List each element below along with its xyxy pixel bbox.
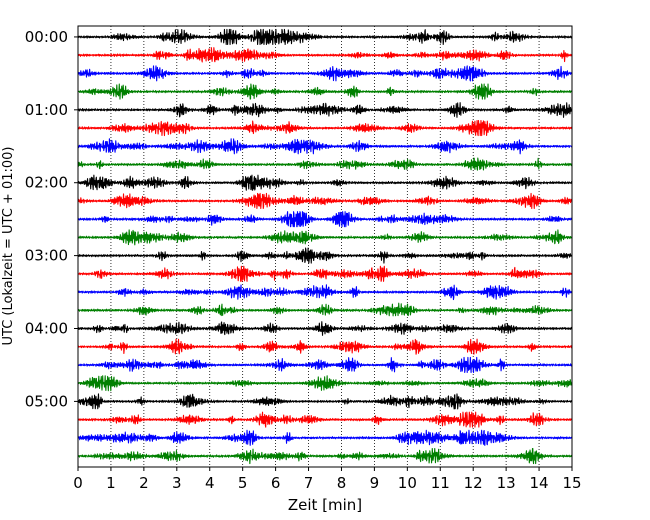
x-tick-label: 9 [370, 474, 380, 492]
seismogram-trace [78, 83, 572, 100]
seismogram-trace [78, 47, 572, 63]
plot-frame [77, 25, 573, 468]
seismogram-trace [78, 28, 572, 45]
seismogram-trace [78, 65, 572, 82]
seismogram-trace [78, 411, 572, 428]
seismogram-trace [78, 229, 572, 246]
y-axis-label: UTC (Lokalzeit = UTC + 01:00) [1, 147, 16, 346]
seismogram-trace [78, 321, 572, 336]
x-tick-label: 3 [172, 474, 182, 492]
seismogram-trace [78, 102, 572, 118]
x-tick-label: 13 [497, 474, 516, 492]
y-tick-label: 00:00 [25, 28, 68, 46]
trace-group [78, 28, 572, 465]
y-tick-label: 03:00 [25, 247, 68, 265]
x-tick-label: 0 [73, 474, 83, 492]
y-axis: 00:00 01:00 02:00 03:00 04:00 05:00 [25, 28, 78, 410]
x-tick-label: 8 [337, 474, 347, 492]
x-tick-label: 11 [431, 474, 450, 492]
seismogram-trace [78, 120, 572, 137]
seismogram-trace [78, 356, 572, 373]
x-tick-label: 7 [304, 474, 314, 492]
x-tick-label: 1 [106, 474, 116, 492]
seismogram-trace [78, 338, 572, 355]
seismogram-trace [78, 302, 572, 317]
seismogram-trace [78, 192, 572, 209]
x-tick-label: 6 [271, 474, 281, 492]
x-tick-label: 5 [238, 474, 248, 492]
x-tick-label: 10 [398, 474, 417, 492]
x-tick-label: 12 [464, 474, 483, 492]
seismogram-trace [78, 174, 572, 191]
seismogram-trace [78, 211, 572, 228]
seismogram-trace [78, 448, 572, 465]
seismogram-trace [78, 247, 572, 264]
x-tick-label: 14 [530, 474, 549, 492]
y-tick-label: 01:00 [25, 101, 68, 119]
seismogram-trace [78, 393, 572, 410]
x-tick-label: 15 [562, 474, 581, 492]
x-tick-label: 4 [205, 474, 215, 492]
seismogram-trace [78, 375, 572, 392]
seismogram-trace [78, 429, 572, 446]
seismogram-trace [78, 138, 572, 155]
x-axis-label: Zeit [min] [288, 496, 362, 514]
x-axis: 0 1 2 3 4 5 6 7 8 9 10 11 12 13 14 15 [73, 467, 582, 492]
y-tick-label: 04:00 [25, 320, 68, 338]
y-tick-label: 02:00 [25, 174, 68, 192]
x-tick-label: 2 [139, 474, 149, 492]
seismogram-trace [78, 157, 572, 171]
y-tick-label: 05:00 [25, 392, 68, 410]
seismogram-trace [78, 265, 572, 282]
seismogram-trace [78, 284, 572, 301]
